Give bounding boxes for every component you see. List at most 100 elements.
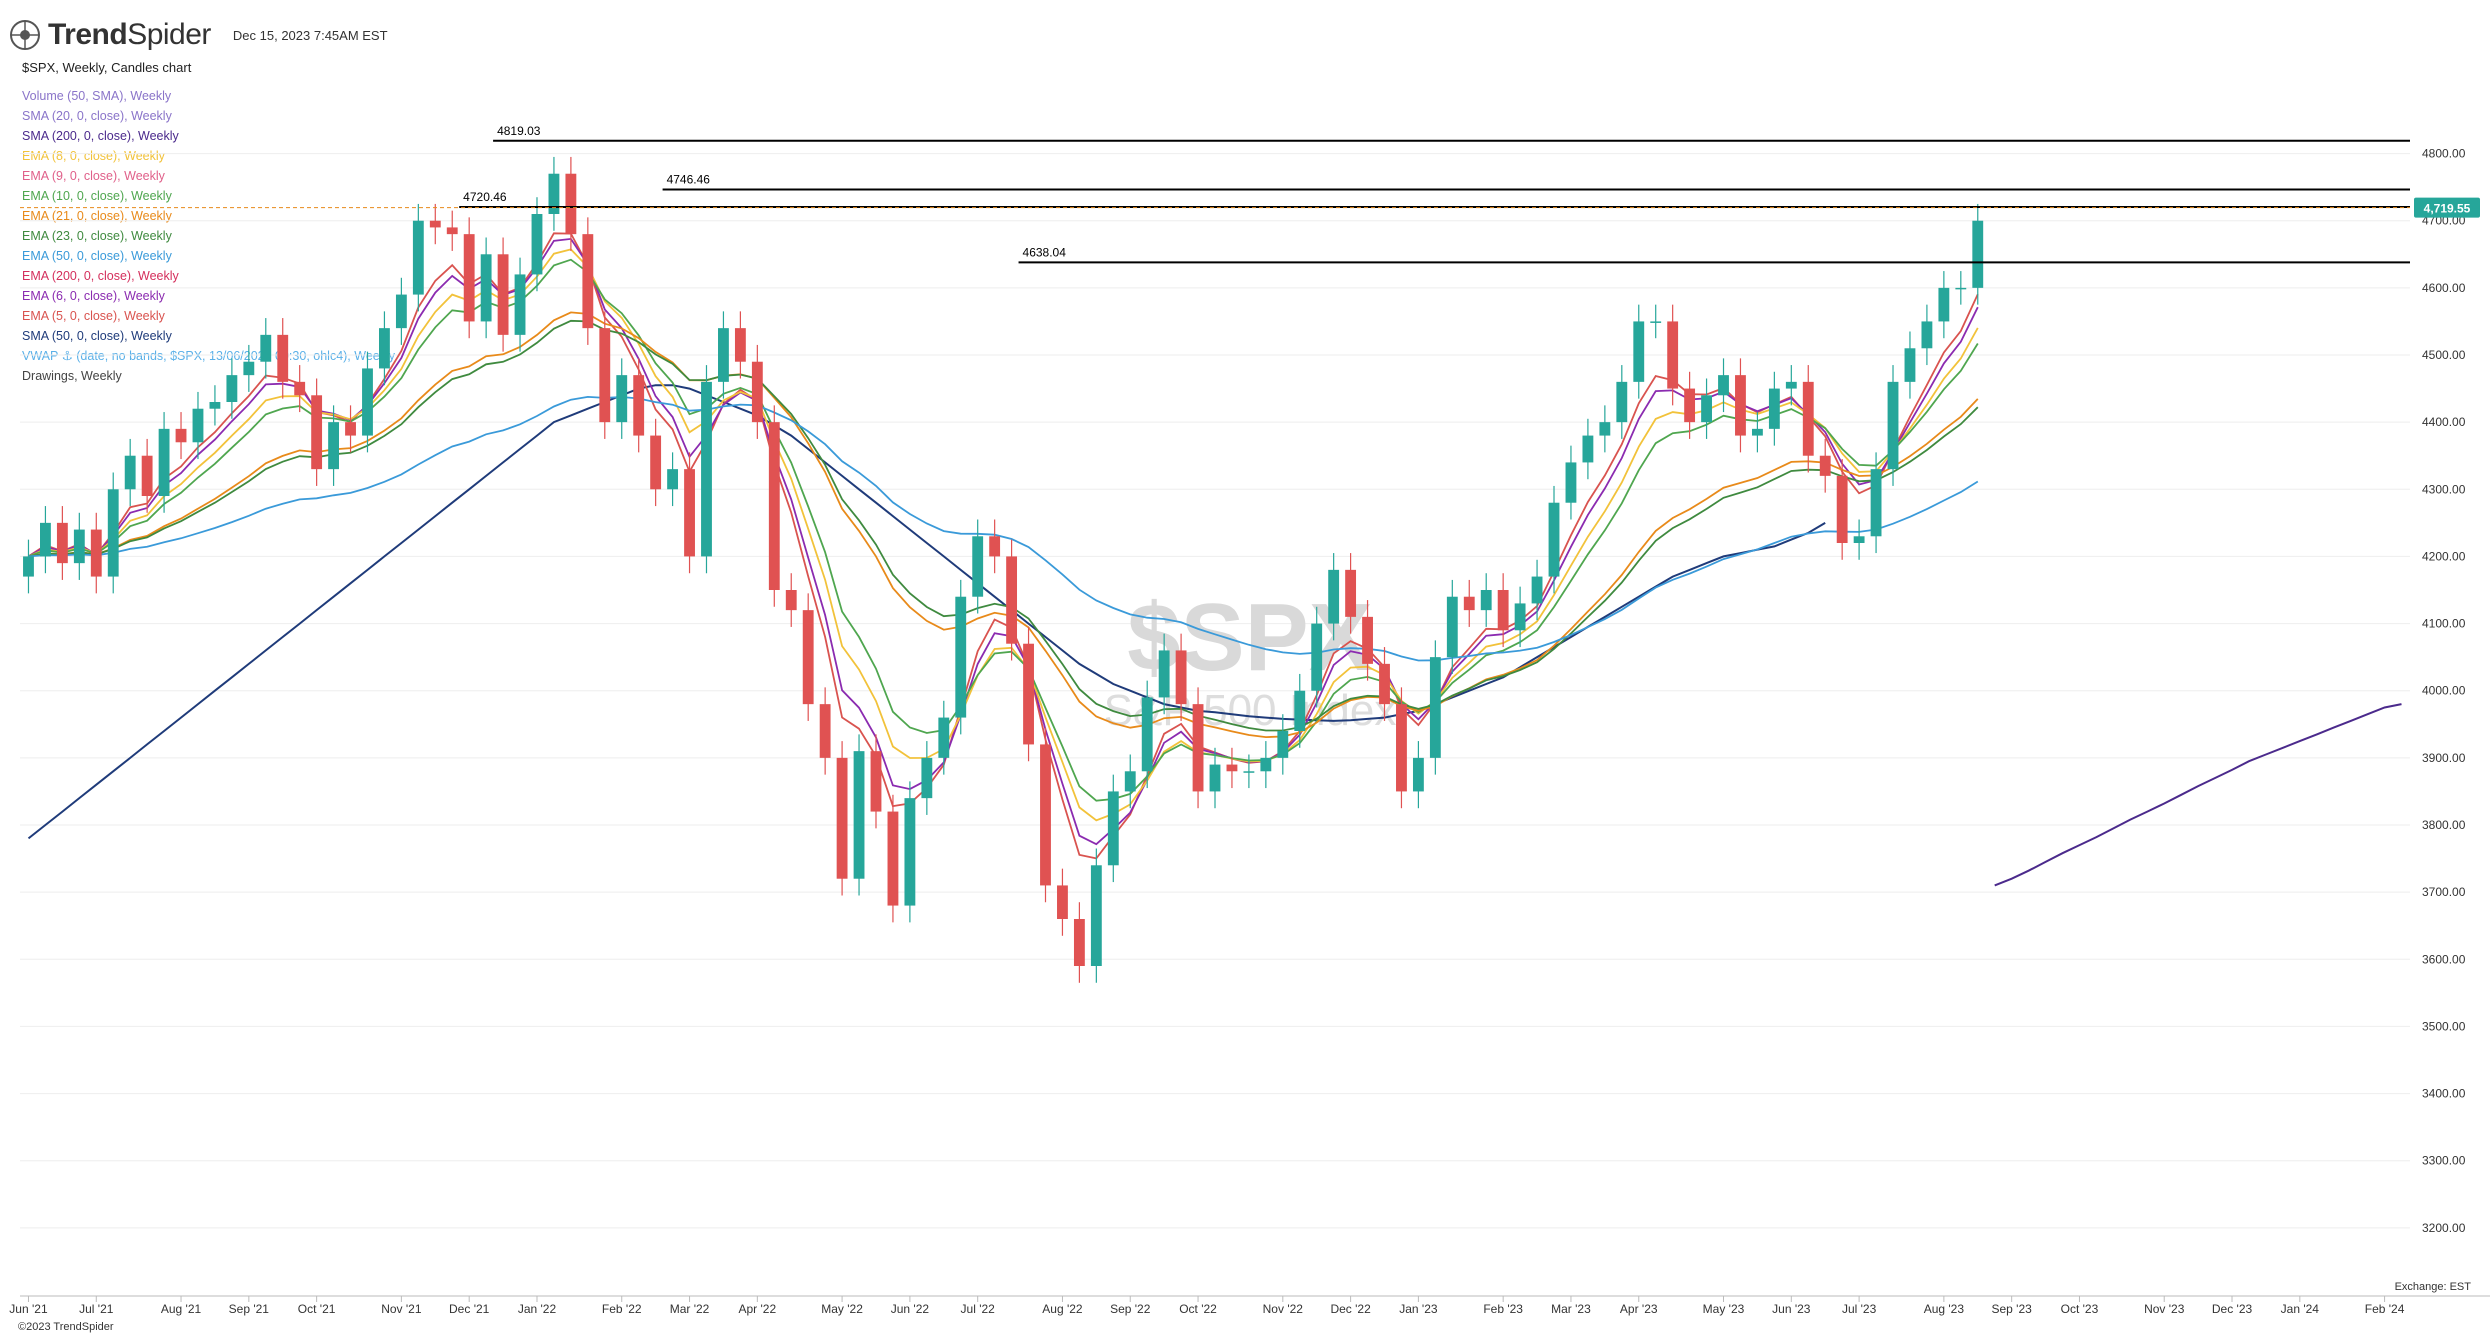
candle-body — [1226, 764, 1238, 772]
candle-body — [1328, 569, 1340, 624]
y-tick-label: 4600.00 — [2422, 281, 2466, 295]
candle-body — [1175, 650, 1187, 705]
candle-body — [192, 408, 204, 443]
candle-body — [768, 422, 780, 590]
legend-item[interactable]: Volume (50, SMA), Weekly — [22, 89, 172, 103]
candle-body — [1006, 556, 1018, 644]
candle-body — [514, 274, 526, 335]
candle-body — [633, 375, 645, 436]
legend-item[interactable]: VWAP ⚓ (date, no bands, $SPX, 13/06/2022… — [22, 349, 396, 363]
candle-body — [1921, 321, 1933, 349]
candle-body — [1362, 616, 1373, 664]
x-tick-label: Dec '21 — [449, 1302, 490, 1316]
candle-body — [1531, 576, 1543, 604]
y-tick-label: 4400.00 — [2422, 415, 2466, 429]
candle-body — [1565, 462, 1577, 503]
x-tick-label: Aug '23 — [1924, 1302, 1965, 1316]
legend-item[interactable]: EMA (21, 0, close), Weekly — [22, 209, 172, 223]
legend-item[interactable]: EMA (8, 0, close), Weekly — [22, 149, 165, 163]
candle-body — [1684, 388, 1696, 423]
legend-item[interactable]: EMA (6, 0, close), Weekly — [22, 289, 165, 303]
candle-body — [1836, 475, 1848, 543]
x-tick-label: Jan '23 — [1399, 1302, 1438, 1316]
x-tick-label: Oct '21 — [298, 1302, 336, 1316]
header: TrendSpider Dec 15, 2023 7:45AM EST — [8, 18, 388, 52]
y-tick-label: 4500.00 — [2422, 348, 2466, 362]
candle-body — [1582, 435, 1594, 463]
candle-body — [497, 254, 509, 335]
candle-body — [362, 368, 373, 436]
candle-body — [785, 590, 797, 611]
candle-body — [124, 455, 136, 490]
symbol-line: $SPX, Weekly, Candles chart — [22, 60, 192, 75]
x-tick-label: Jun '21 — [9, 1302, 48, 1316]
x-tick-label: Oct '23 — [2061, 1302, 2099, 1316]
legend-item[interactable]: SMA (200, 0, close), Weekly — [22, 129, 179, 143]
candle-body — [650, 435, 662, 490]
candle-body — [1887, 381, 1899, 470]
datestamp: Dec 15, 2023 7:45AM EST — [232, 27, 388, 43]
y-tick-label: 4200.00 — [2422, 549, 2466, 563]
candle-body — [718, 328, 729, 382]
legend-item[interactable]: SMA (50, 0, close), Weekly — [22, 329, 172, 343]
candle-body — [802, 610, 814, 705]
legend-item[interactable]: EMA (200, 0, close), Weekly — [22, 269, 179, 283]
candle-body — [887, 811, 899, 906]
candle-body — [701, 381, 712, 557]
price-level-label: 4746.46 — [667, 173, 711, 187]
x-tick-label: Feb '24 — [2365, 1302, 2405, 1316]
x-tick-label: Feb '23 — [1483, 1302, 1523, 1316]
legend-item[interactable]: EMA (10, 0, close), Weekly — [22, 189, 172, 203]
legend-item[interactable]: EMA (5, 0, close), Weekly — [22, 309, 165, 323]
candle-body — [1938, 287, 1950, 322]
candle-body — [1294, 690, 1306, 731]
ema8-line — [28, 248, 1979, 822]
candle-body — [1955, 287, 1967, 290]
legend-item[interactable]: EMA (50, 0, close), Weekly — [22, 249, 172, 263]
candle-body — [1497, 590, 1509, 631]
candle-body — [56, 522, 68, 564]
legend-item[interactable]: EMA (23, 0, close), Weekly — [22, 229, 172, 243]
x-tick-label: Dec '22 — [1330, 1302, 1371, 1316]
candle-body — [90, 529, 102, 577]
candle-body — [175, 428, 187, 443]
price-level-label: 4819.03 — [497, 124, 541, 138]
candle-body — [1040, 744, 1051, 886]
x-tick-label: Jun '23 — [1772, 1302, 1811, 1316]
candle-body — [1277, 731, 1289, 758]
candle-body — [1667, 321, 1679, 389]
candle-body — [1514, 603, 1526, 631]
candle-body — [260, 334, 272, 362]
candle-body — [1751, 428, 1763, 436]
x-tick-label: Apr '23 — [1620, 1302, 1658, 1316]
candle-body — [836, 757, 848, 879]
candle-body — [1870, 469, 1882, 537]
x-tick-label: Jan '24 — [2281, 1302, 2320, 1316]
trendspider-logo[interactable]: TrendSpider — [8, 18, 211, 52]
candle-body — [412, 220, 424, 295]
ema6-line — [28, 237, 1979, 846]
candle-body — [1192, 704, 1204, 792]
x-tick-label: Jul '23 — [1842, 1302, 1877, 1316]
y-tick-label: 3900.00 — [2422, 751, 2466, 765]
candle-body — [107, 489, 119, 577]
candle-body — [1616, 381, 1628, 423]
legend-item[interactable]: EMA (9, 0, close), Weekly — [22, 169, 165, 183]
candle-body — [73, 529, 85, 564]
legend-item[interactable]: Drawings, Weekly — [22, 369, 122, 383]
candle-body — [1785, 381, 1797, 389]
candle-body — [379, 328, 390, 369]
candle-body — [345, 422, 356, 436]
candle-body — [1023, 643, 1034, 745]
sma50-line — [27, 384, 1826, 840]
candle-body — [1904, 348, 1916, 382]
legend-item[interactable]: SMA (20, 0, close), Weekly — [22, 109, 172, 123]
candle-body — [1107, 791, 1119, 866]
candle-body — [311, 395, 323, 470]
sma200-line — [1994, 703, 2402, 887]
candle-body — [23, 556, 34, 577]
last-price-tag — [2414, 197, 2480, 218]
candle-body — [1972, 220, 1984, 288]
candle-body — [158, 428, 170, 496]
